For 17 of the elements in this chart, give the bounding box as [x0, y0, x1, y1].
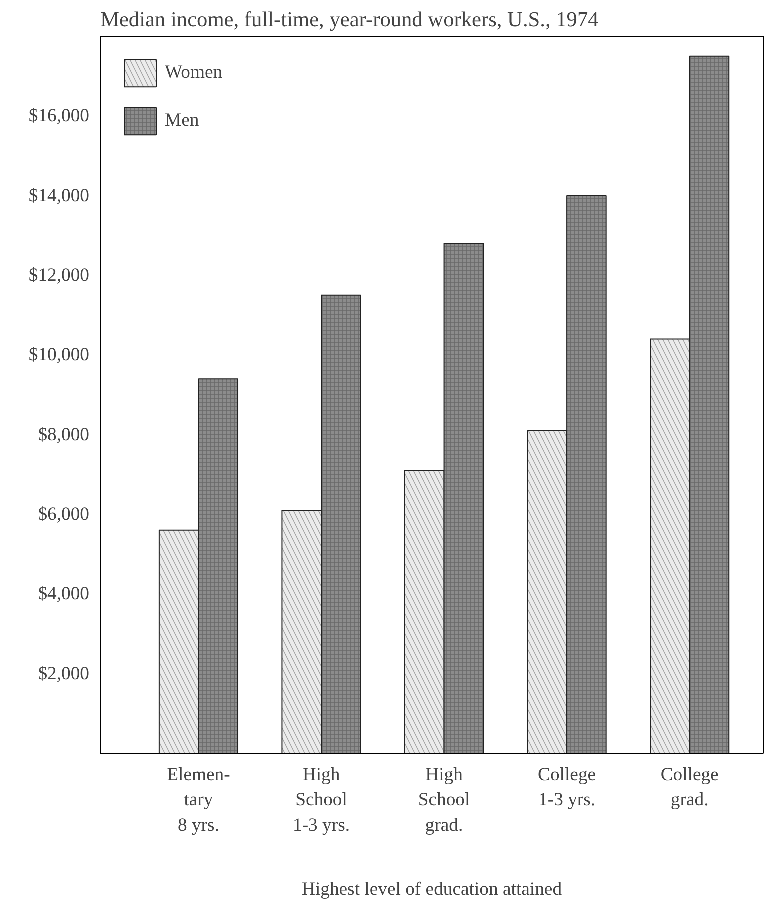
chart-title: Median income, full-time, year-round workers, U.S., 1974 — [100, 8, 600, 32]
y-tick-label: $6,000 — [38, 504, 90, 525]
y-tick-label: $2,000 — [38, 663, 90, 684]
y-tick-label: $14,000 — [28, 185, 90, 206]
legend-label: Women — [165, 62, 223, 84]
y-tick-label: $8,000 — [38, 424, 90, 446]
legend-label: Men — [165, 110, 200, 132]
y-tick-label: $12,000 — [28, 265, 90, 286]
y-tick-label: $16,000 — [28, 106, 90, 127]
x-tick-label: College grad. — [660, 764, 719, 811]
y-tick-label: $4,000 — [38, 584, 90, 605]
x-tick-label: High School 1-3 yrs. — [293, 764, 350, 836]
x-axis-title: Highest level of education attained — [302, 878, 563, 900]
y-tick-label: $10,000 — [28, 344, 90, 366]
x-tick-label: High School grad. — [418, 764, 470, 836]
x-tick-label: College 1-3 yrs. — [538, 764, 596, 811]
x-tick-label: Elemen- tary 8 yrs. — [167, 764, 230, 836]
